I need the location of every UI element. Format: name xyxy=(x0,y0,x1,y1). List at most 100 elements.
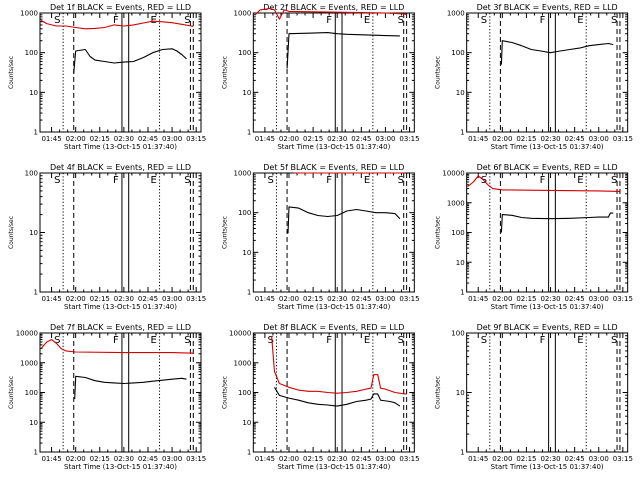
y-axis-label: Counts/sec xyxy=(435,56,442,89)
chart-title: Det 3f BLACK = Events, RED = LLD xyxy=(477,3,618,12)
events-series-line xyxy=(286,32,400,69)
x-tick-label: 02:30 xyxy=(540,295,560,303)
y-tick-label: 100 xyxy=(25,170,38,178)
y-tick-label: 1000 xyxy=(234,359,252,367)
x-tick-label: 01:45 xyxy=(255,455,275,463)
y-tick-label: 1 xyxy=(34,449,38,457)
x-tick-label: 02:15 xyxy=(90,295,110,303)
x-tick-label: 02:00 xyxy=(279,455,299,463)
chart-panel-9: Det 9f BLACK = Events, RED = LLD 1 10 100 01… xyxy=(435,323,633,471)
x-tick-label: 02:30 xyxy=(114,135,134,143)
x-tick-label: 02:15 xyxy=(516,295,536,303)
lld-series-line xyxy=(254,7,407,20)
x-tick-label: 03:00 xyxy=(375,455,395,463)
time-marker-label: E xyxy=(364,15,370,26)
chart-title: Det 2f BLACK = Events, RED = LLD xyxy=(263,3,404,12)
time-marker-label: S xyxy=(267,175,273,186)
y-axis-label: Counts/sec xyxy=(221,216,228,249)
x-tick-label: 03:00 xyxy=(589,135,609,143)
x-tick-label: 02:15 xyxy=(303,135,323,143)
lld-series-line xyxy=(40,19,194,30)
chart-panel-5: Det 5f BLACK = Events, RED = LLD 1 10 100 10… xyxy=(221,163,419,311)
x-axis-label: Start Time (13-Oct-15 01:37:40) xyxy=(491,303,604,311)
time-marker-label: S xyxy=(611,175,617,186)
time-marker-label: E xyxy=(151,175,157,186)
chart-panel-6: Det 6f BLACK = Events, RED = LLD 1 10 100 10… xyxy=(435,163,633,311)
chart-panel-1: Det 1f BLACK = Events, RED = LLD 1 10 100 10… xyxy=(8,3,206,151)
time-marker-label: S xyxy=(54,335,60,346)
y-tick-label: 1 xyxy=(34,129,38,137)
time-marker-label: E xyxy=(577,15,583,26)
x-axis-label: Start Time (13-Oct-15 01:37:40) xyxy=(64,143,177,151)
x-tick-label: 03:00 xyxy=(589,455,609,463)
time-marker-label: S xyxy=(398,15,404,26)
y-axis-label: Counts/sec xyxy=(221,376,228,409)
time-marker-label: F xyxy=(113,175,119,186)
x-tick-label: 02:30 xyxy=(327,455,347,463)
x-tick-label: 02:45 xyxy=(138,455,158,463)
y-tick-label: 100 xyxy=(451,330,464,338)
x-tick-label: 01:45 xyxy=(255,135,275,143)
x-tick-label: 02:15 xyxy=(90,135,110,143)
y-tick-label: 1 xyxy=(460,289,464,297)
x-tick-label: 02:30 xyxy=(540,455,560,463)
x-tick-label: 02:00 xyxy=(492,455,512,463)
chart-title: Det 1f BLACK = Events, RED = LLD xyxy=(50,3,191,12)
x-tick-label: 02:00 xyxy=(492,295,512,303)
x-axis-label: Start Time (13-Oct-15 01:37:40) xyxy=(277,143,390,151)
x-tick-label: 03:15 xyxy=(613,455,633,463)
x-tick-label: 03:00 xyxy=(375,135,395,143)
lld-series-line xyxy=(467,175,620,192)
y-axis-label: Counts/sec xyxy=(8,216,15,249)
x-tick-label: 03:00 xyxy=(162,295,182,303)
y-tick-label: 1000 xyxy=(234,10,252,18)
y-axis-label: Counts/sec xyxy=(435,376,442,409)
time-marker-label: F xyxy=(326,335,332,346)
y-tick-label: 100 xyxy=(25,49,38,57)
y-tick-label: 10 xyxy=(29,419,38,427)
x-tick-label: 02:30 xyxy=(327,295,347,303)
y-tick-label: 1000 xyxy=(20,10,38,18)
y-axis-label: Counts/sec xyxy=(8,376,15,409)
plot-frame xyxy=(252,172,415,293)
time-marker-label: S xyxy=(184,175,190,186)
x-tick-label: 03:00 xyxy=(589,295,609,303)
time-marker-label: E xyxy=(577,175,583,186)
time-marker-label: S xyxy=(481,335,487,346)
y-tick-label: 100 xyxy=(238,49,251,57)
chart-title: Det 5f BLACK = Events, RED = LLD xyxy=(263,163,404,172)
time-marker-label: S xyxy=(481,15,487,26)
time-marker-label: F xyxy=(326,15,332,26)
x-axis-label: Start Time (13-Oct-15 01:37:40) xyxy=(64,463,177,471)
y-tick-label: 10 xyxy=(242,89,251,97)
x-tick-label: 02:45 xyxy=(565,135,585,143)
x-tick-label: 02:45 xyxy=(138,135,158,143)
chart-title: Det 4f BLACK = Events, RED = LLD xyxy=(50,163,191,172)
time-marker-label: S xyxy=(611,15,617,26)
y-tick-label: 1 xyxy=(247,449,251,457)
time-marker-label: S xyxy=(398,335,404,346)
time-marker-label: F xyxy=(113,335,119,346)
x-tick-label: 02:15 xyxy=(516,455,536,463)
chart-panel-3: Det 3f BLACK = Events, RED = LLD 1 10 100 10… xyxy=(435,3,633,151)
plot-frame xyxy=(39,172,202,293)
x-axis-label: Start Time (13-Oct-15 01:37:40) xyxy=(491,463,604,471)
x-tick-label: 03:15 xyxy=(186,135,206,143)
x-tick-label: 02:45 xyxy=(351,455,371,463)
y-tick-label: 10000 xyxy=(16,330,38,338)
x-tick-label: 01:45 xyxy=(41,455,61,463)
x-tick-label: 02:30 xyxy=(540,135,560,143)
time-marker-label: S xyxy=(54,175,60,186)
plot-frame xyxy=(466,12,629,133)
plot-frame xyxy=(39,12,202,133)
y-tick-label: 100 xyxy=(451,229,464,237)
time-marker-label: E xyxy=(364,175,370,186)
x-tick-label: 03:15 xyxy=(399,295,419,303)
y-tick-label: 100 xyxy=(238,389,251,397)
chart-panel-4: Det 4f BLACK = Events, RED = LLD 1 10 100 01… xyxy=(8,163,206,311)
time-marker-label: S xyxy=(184,15,190,26)
y-tick-label: 10 xyxy=(29,89,38,97)
time-marker-label: F xyxy=(540,335,546,346)
chart-title: Det 6f BLACK = Events, RED = LLD xyxy=(477,163,618,172)
x-tick-label: 01:45 xyxy=(41,295,61,303)
